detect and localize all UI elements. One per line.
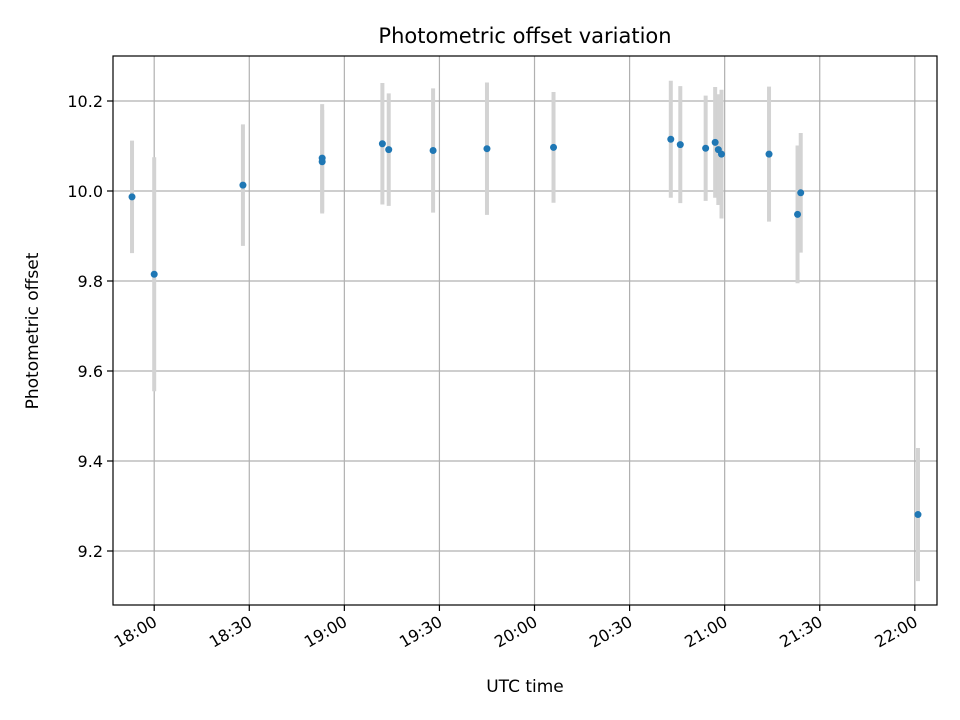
data-point bbox=[483, 145, 491, 153]
y-tick-label: 9.8 bbox=[78, 272, 103, 291]
plot-frame bbox=[112, 55, 938, 606]
data-point bbox=[318, 158, 326, 166]
data-point bbox=[797, 189, 805, 197]
y-axis: 9.2 9.4 9.6 9.8 10.0 10.2 bbox=[67, 92, 113, 561]
data-point bbox=[702, 144, 710, 152]
data-point bbox=[765, 150, 773, 158]
data-point bbox=[914, 511, 922, 519]
data-point bbox=[128, 193, 136, 201]
data-point bbox=[378, 140, 386, 148]
data-point bbox=[711, 138, 719, 146]
data-points bbox=[128, 135, 922, 519]
grid bbox=[113, 56, 937, 605]
data-point bbox=[550, 143, 558, 151]
chart-title: Photometric offset variation bbox=[378, 24, 671, 48]
data-point bbox=[239, 181, 247, 189]
data-point bbox=[717, 150, 725, 158]
y-tick-label: 10.2 bbox=[67, 92, 103, 111]
data-point bbox=[794, 210, 802, 218]
x-axis-label: UTC time bbox=[486, 677, 564, 697]
y-tick-label: 9.6 bbox=[78, 362, 103, 381]
y-tick-label: 9.2 bbox=[78, 542, 103, 561]
data-point bbox=[429, 147, 437, 154]
data-point bbox=[150, 270, 158, 278]
data-point bbox=[667, 135, 675, 143]
data-point bbox=[385, 146, 393, 154]
y-axis-label: Photometric offset bbox=[23, 252, 43, 409]
y-tick-label: 9.4 bbox=[78, 452, 103, 471]
y-tick-label: 10.0 bbox=[67, 182, 103, 201]
data-point bbox=[676, 141, 684, 149]
